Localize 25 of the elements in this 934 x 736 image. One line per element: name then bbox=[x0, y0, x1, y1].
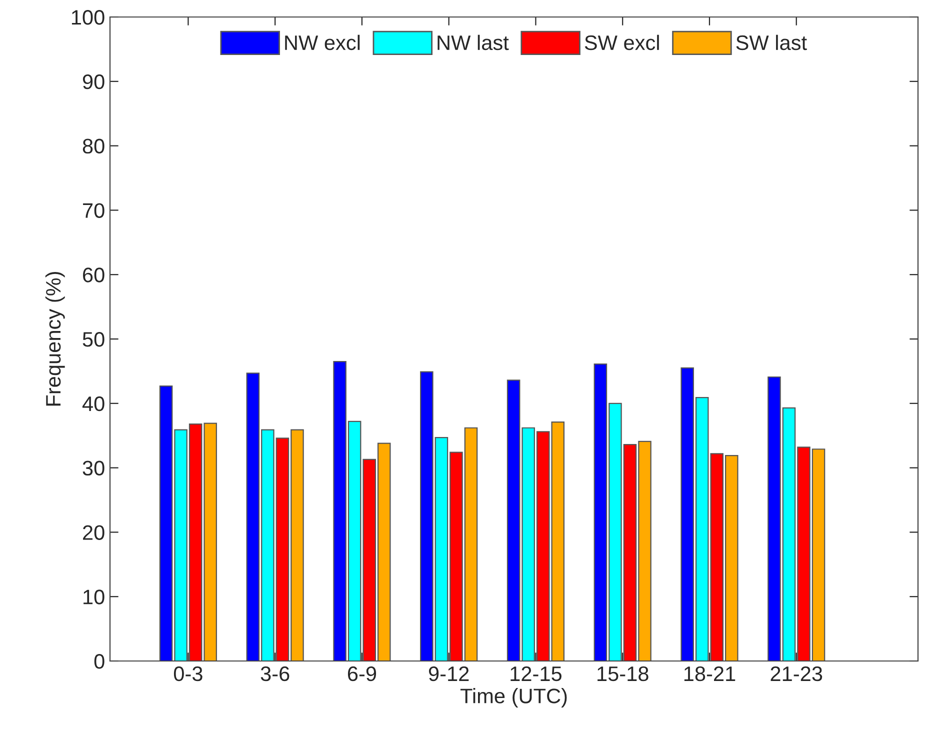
y-tick-label: 100 bbox=[72, 10, 104, 25]
x-tick-label: 6-9 bbox=[348, 666, 376, 682]
x-tick-label: 18-21 bbox=[684, 666, 736, 682]
y-axis-title: Frequency (%) bbox=[45, 272, 65, 406]
y-tick-label: 20 bbox=[83, 525, 104, 540]
x-tick-label: 9-12 bbox=[428, 666, 469, 682]
x-tick-label: 15-18 bbox=[598, 666, 648, 682]
y-tick-label: 40 bbox=[82, 396, 104, 412]
legend-label: SW excl bbox=[584, 34, 659, 50]
legend-label: NW last bbox=[438, 34, 509, 50]
y-tick-label: 90 bbox=[82, 74, 104, 90]
y-tick-label: 70 bbox=[83, 203, 104, 218]
x-tick-label: 0-3 bbox=[174, 666, 202, 682]
legend-label: SW last bbox=[736, 34, 807, 50]
y-tick-label: 80 bbox=[82, 138, 104, 154]
x-tick-label: 12-15 bbox=[510, 666, 562, 682]
y-tick-label: 60 bbox=[83, 268, 104, 282]
x-tick-label: 21-23 bbox=[770, 666, 822, 682]
y-tick-label: 50 bbox=[82, 332, 104, 347]
y-tick-label: 0 bbox=[94, 654, 104, 669]
y-tick-label: 10 bbox=[84, 590, 104, 604]
legend-label: NW excl bbox=[285, 34, 360, 50]
x-axis-title: Time (UTC) bbox=[460, 688, 567, 708]
x-tick-label: 3-6 bbox=[260, 666, 290, 682]
y-tick-label: 30 bbox=[82, 460, 104, 476]
